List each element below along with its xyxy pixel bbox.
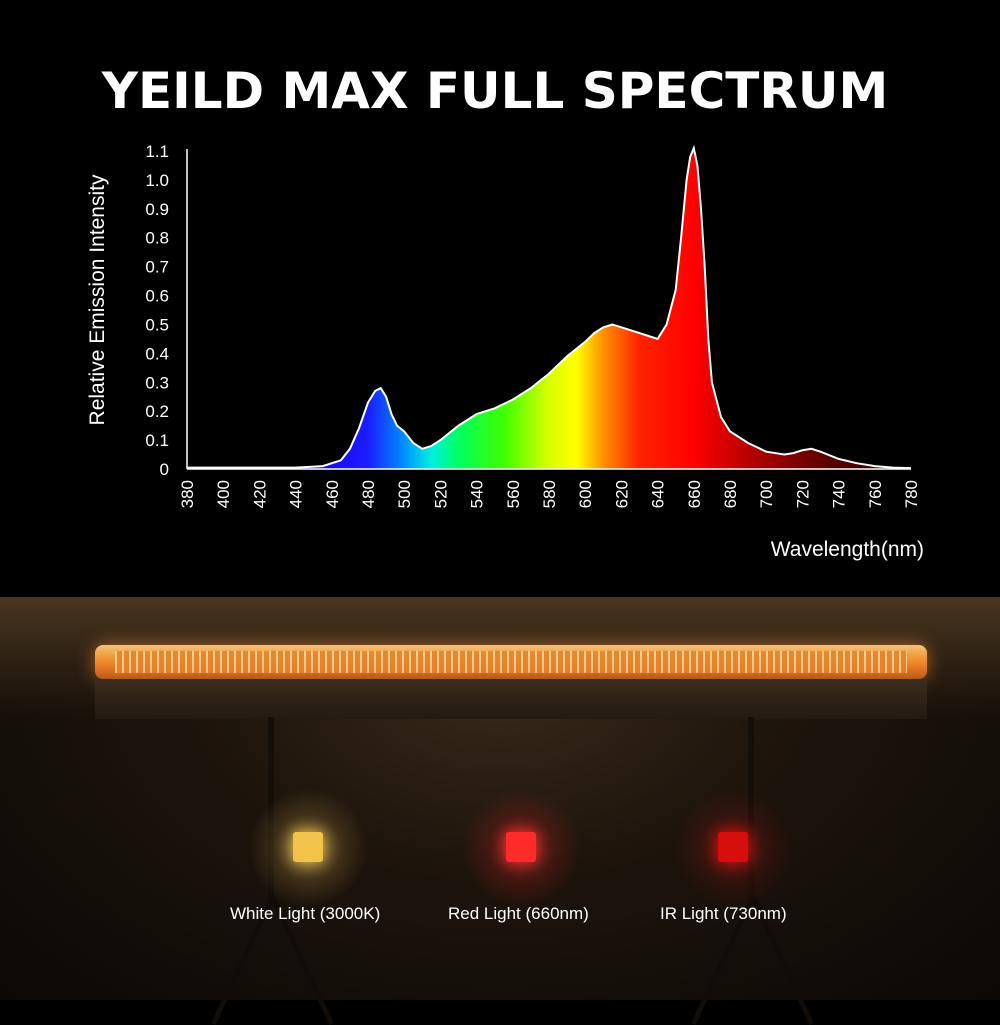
y-tick-label: 0.7 (145, 258, 169, 277)
x-tick-label: 780 (902, 480, 921, 508)
red-light-label: Red Light (660nm) (448, 904, 589, 923)
ir-light-chip-icon (718, 832, 748, 862)
spectrum-chart-area: YEILD MAX FULL SPECTRUM 0 0.1 0.2 0.3 0.4 0.5… (86, 62, 924, 561)
x-tick-label: 560 (504, 480, 523, 508)
spectrum-chart: 0 0.1 0.2 0.3 0.4 0.5 0.6 0.7 0.8 0.9 1.0 1.1 380 400… (86, 142, 924, 561)
y-tick-label: 0.6 (145, 287, 169, 306)
y-axis-title: Relative Emission Intensity (86, 174, 109, 425)
white-light-chip-icon (293, 832, 323, 862)
x-tick-label: 420 (250, 480, 269, 508)
red-light-chip-icon (506, 832, 536, 862)
ir-light-label: IR Light (730nm) (660, 904, 787, 923)
y-tick-label: 1.0 (145, 171, 169, 190)
y-tick-label: 0.5 (145, 315, 169, 334)
x-tick-label: 600 (576, 480, 595, 508)
spectrum-area (187, 148, 911, 469)
x-tick-label: 700 (757, 480, 776, 508)
x-tick-label: 500 (395, 480, 414, 508)
x-axis-title: Wavelength(nm) (771, 538, 924, 561)
y-tick-label: 0 (160, 460, 169, 479)
grow-light-photo (0, 597, 1000, 1025)
x-tick-label: 540 (468, 480, 487, 508)
y-tick-label: 0.1 (145, 431, 169, 450)
x-tick-label: 440 (287, 480, 306, 508)
x-tick-label: 740 (830, 480, 849, 508)
led-grow-light-bar (95, 645, 927, 679)
x-tick-label: 520 (431, 480, 450, 508)
white-light-label: White Light (3000K) (230, 904, 381, 923)
spectrum-line (187, 144, 912, 470)
x-tick-label: 640 (649, 480, 668, 508)
light-bar-housing (95, 679, 927, 719)
x-tick-label: 380 (178, 480, 197, 508)
y-tick-label: 0.2 (145, 402, 169, 421)
x-tick-label: 680 (721, 480, 740, 508)
x-tick-label: 460 (323, 480, 342, 508)
x-tick-label: 580 (540, 480, 559, 508)
y-tick-label: 0.4 (145, 344, 169, 363)
x-tick-label: 760 (866, 480, 885, 508)
x-tick-label: 620 (612, 480, 631, 508)
y-tick-label: 1.1 (145, 142, 169, 161)
x-tick-label: 400 (214, 480, 233, 508)
y-tick-label: 0.8 (145, 229, 169, 248)
x-tick-label: 660 (685, 480, 704, 508)
led-array (115, 651, 907, 673)
y-tick-label: 0.3 (145, 373, 169, 392)
x-tick-label: 720 (793, 480, 812, 508)
x-tick-label: 480 (359, 480, 378, 508)
chart-title: YEILD MAX FULL SPECTRUM (101, 62, 889, 120)
y-tick-label: 0.9 (145, 200, 169, 219)
